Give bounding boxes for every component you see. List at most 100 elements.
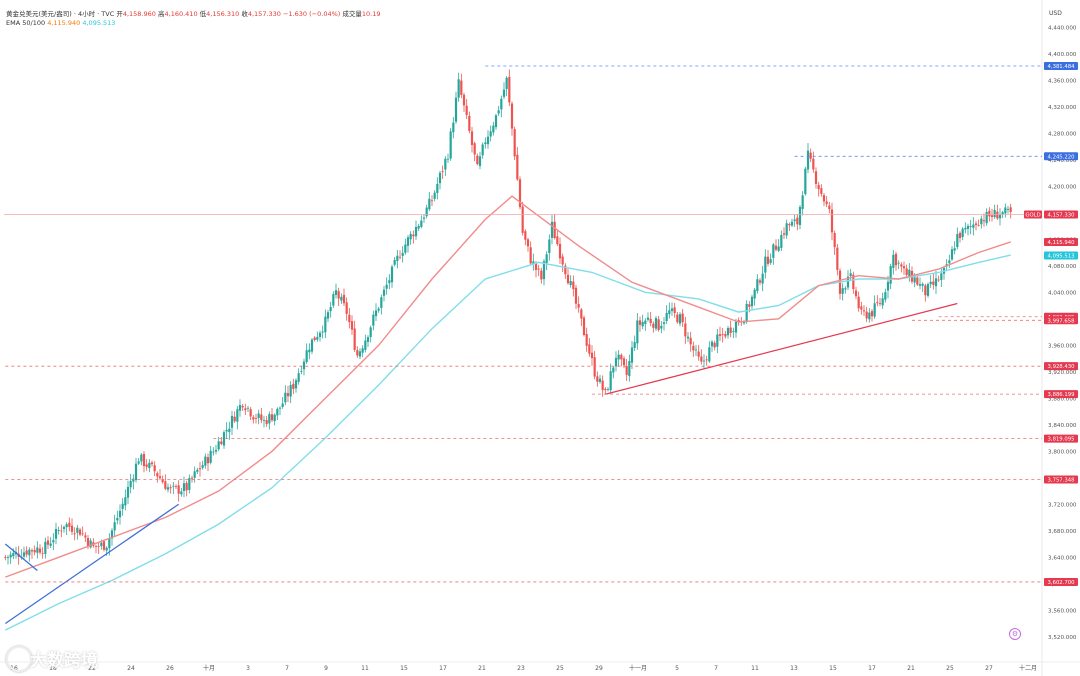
candle-body: [729, 327, 732, 334]
candle-body: [1004, 207, 1007, 214]
level-badge-label: 3,928.430: [1048, 364, 1076, 370]
candle-body: [684, 323, 687, 337]
candle-body: [694, 349, 698, 351]
candle-body: [718, 334, 722, 336]
candle-body: [700, 356, 703, 362]
candle-body: [748, 304, 751, 307]
candle-body: [889, 266, 892, 284]
candle-body: [158, 476, 162, 479]
candle-body: [134, 463, 138, 481]
x-tick-label: 26: [166, 665, 174, 672]
candle-body: [532, 261, 535, 264]
x-tick-label: 17: [439, 665, 447, 672]
x-tick-label: 25: [946, 665, 954, 672]
candle-body: [262, 420, 266, 421]
candle-body: [950, 249, 954, 260]
candle-body: [449, 131, 452, 159]
settings-gear-icon[interactable]: ⚙: [1009, 628, 1021, 640]
candle-body: [937, 279, 940, 281]
candle-body: [422, 217, 426, 219]
level-badge-label: 4,115.940: [1048, 240, 1076, 246]
candle-body: [446, 158, 450, 160]
candle-body: [238, 405, 242, 411]
candle-body: [654, 318, 658, 329]
candle-body: [86, 538, 90, 546]
candle-body: [774, 245, 778, 250]
candle-body: [628, 361, 631, 376]
y-tick-label: 4,080.000: [1048, 264, 1077, 270]
candle-body: [65, 524, 68, 528]
x-tick-label: 27: [985, 665, 993, 672]
candle-body: [502, 89, 506, 97]
volume-label: 成交量: [342, 10, 362, 18]
candle-body: [28, 549, 31, 556]
candle-body: [980, 218, 983, 225]
candle-body: [305, 350, 308, 363]
candle-body: [174, 486, 178, 487]
candle-body: [353, 328, 356, 350]
candle-body: [540, 270, 543, 280]
candle-body: [630, 347, 634, 363]
candle-body: [793, 219, 796, 222]
candle-body: [420, 220, 423, 227]
level-badge-label: 3,886.199: [1048, 392, 1075, 398]
candle-body: [521, 206, 524, 233]
candle-body: [49, 543, 52, 546]
candle-body: [281, 403, 284, 407]
candle-body: [470, 131, 474, 145]
level-badge-label: 4,245.220: [1048, 154, 1076, 160]
high-label: 高: [158, 10, 165, 18]
candle-body: [172, 485, 175, 487]
candle-body: [161, 479, 164, 483]
candle-body: [321, 331, 324, 333]
candle-body: [78, 529, 82, 535]
ema100-line: [4, 254, 1011, 631]
candle-body: [145, 464, 148, 467]
candle-body: [118, 510, 122, 518]
high-value: 4,160.410: [164, 10, 198, 18]
candle-body: [558, 243, 562, 259]
level-badge-label: 3,602.700: [1048, 580, 1076, 586]
x-tick-label: 23: [517, 665, 525, 672]
candle-body: [777, 246, 780, 251]
candle-body: [337, 291, 340, 299]
candle-body: [94, 546, 98, 547]
candle-body: [201, 465, 204, 468]
x-tick-label: 5: [675, 665, 679, 672]
candle-body: [870, 311, 874, 317]
candle-body: [188, 478, 191, 490]
y-tick-label: 4,280.000: [1048, 131, 1077, 137]
candle-body: [953, 248, 956, 251]
x-tick-label: 13: [790, 665, 798, 672]
candle-body: [713, 342, 716, 348]
candle-body: [81, 533, 84, 535]
candle-body: [988, 210, 991, 217]
candle-body: [545, 254, 548, 264]
y-tick-label: 4,440.000: [1048, 25, 1077, 31]
candle-body: [553, 221, 556, 239]
candle-body: [398, 256, 402, 258]
candle-body: [1006, 209, 1010, 210]
candle-body: [124, 497, 127, 506]
candle-body: [486, 136, 490, 145]
candle-body: [809, 152, 812, 159]
level-badge: [1044, 316, 1078, 325]
candle-body: [508, 76, 511, 103]
candle-body: [372, 314, 375, 326]
candle-body: [209, 450, 212, 463]
candle-body: [966, 225, 970, 229]
candle-body: [862, 310, 866, 312]
candle-body: [764, 256, 767, 273]
level-badge-label: 3,819.095: [1048, 437, 1075, 443]
candle-body: [505, 77, 508, 89]
candle-body: [12, 552, 15, 557]
candle-body: [798, 207, 802, 225]
candle-body: [137, 461, 140, 464]
candle-body: [820, 188, 823, 194]
candle-body: [934, 278, 938, 287]
candle-body: [380, 297, 383, 308]
x-tick-label: 7: [285, 665, 289, 672]
candle-body: [510, 103, 514, 129]
level-badge: [1044, 62, 1078, 71]
candle-body: [294, 380, 298, 389]
